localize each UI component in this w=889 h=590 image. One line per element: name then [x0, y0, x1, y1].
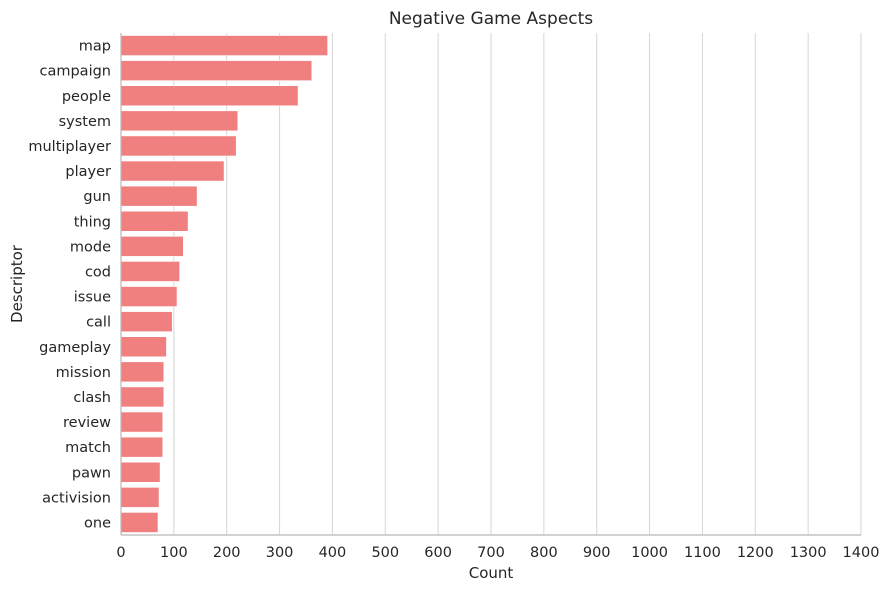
x-tick-label: 1000: [631, 545, 668, 561]
y-tick-label: map: [79, 39, 111, 55]
x-tick-label: 900: [583, 545, 611, 561]
y-tick-label: review: [63, 415, 111, 431]
bar-pawn: [120, 461, 161, 483]
bar-map: [120, 35, 328, 56]
y-tick-label: call: [86, 315, 111, 331]
bar-issue: [120, 286, 178, 307]
y-tick-label: system: [59, 114, 111, 130]
chart-title: Negative Game Aspects: [389, 9, 593, 29]
y-tick-label: one: [84, 515, 111, 531]
y-tick-label: mission: [56, 365, 111, 381]
bar-people: [120, 85, 299, 107]
bar-activision: [120, 487, 160, 508]
bar-system: [120, 110, 239, 132]
bar-call: [120, 311, 173, 332]
y-tick-label: gameplay: [39, 340, 111, 356]
y-tick-label: people: [62, 89, 111, 105]
bar-multiplayer: [120, 135, 237, 157]
x-tick-label: 1400: [843, 545, 880, 561]
y-tick-label: mode: [70, 239, 111, 255]
bar-mission: [120, 361, 165, 383]
bar-gameplay: [120, 336, 167, 358]
x-tick-label: 200: [213, 545, 241, 561]
x-tick-label: 700: [477, 545, 505, 561]
bar-mode: [120, 236, 184, 257]
x-tick-label: 500: [371, 545, 399, 561]
y-tick-label: activision: [42, 490, 111, 506]
x-tick-label: 1100: [684, 545, 721, 561]
y-tick-label: multiplayer: [28, 139, 111, 155]
y-tick-label: issue: [74, 290, 111, 306]
y-tick-label: match: [65, 440, 111, 456]
x-tick-label: 0: [116, 545, 125, 561]
y-tick-label: gun: [83, 189, 111, 205]
y-tick-label: cod: [85, 264, 111, 280]
x-tick-label: 400: [319, 545, 347, 561]
x-tick-label: 1300: [790, 545, 827, 561]
bar-match: [120, 436, 164, 458]
bar-review: [120, 411, 164, 433]
x-tick-label: 800: [530, 545, 558, 561]
y-axis-label: Descriptor: [8, 244, 26, 323]
x-tick-labels: 0 100 200 300 400 500 600 700 800 900 1000 1100 1200…: [116, 545, 879, 561]
x-tick-label: 600: [424, 545, 452, 561]
x-axis-label: Count: [469, 564, 514, 582]
bar-cod: [120, 261, 180, 282]
bar-campaign: [120, 60, 313, 81]
bar-player: [120, 160, 225, 182]
grid-lines: [173, 33, 862, 535]
bar-one: [120, 512, 159, 533]
x-tick-label: 300: [266, 545, 294, 561]
y-tick-label: clash: [73, 390, 111, 406]
x-tick-label: 100: [160, 545, 188, 561]
y-tick-labels: map campaign people system multiplayer player…: [28, 39, 111, 532]
y-tick-label: player: [65, 164, 111, 180]
x-tick-label: 1200: [737, 545, 774, 561]
y-tick-label: campaign: [40, 64, 112, 80]
bar-gun: [120, 185, 198, 207]
bar-clash: [120, 386, 165, 408]
y-tick-label: pawn: [72, 465, 111, 481]
y-tick-label: thing: [74, 214, 111, 230]
bars: [120, 35, 328, 533]
bar-thing: [120, 210, 189, 232]
